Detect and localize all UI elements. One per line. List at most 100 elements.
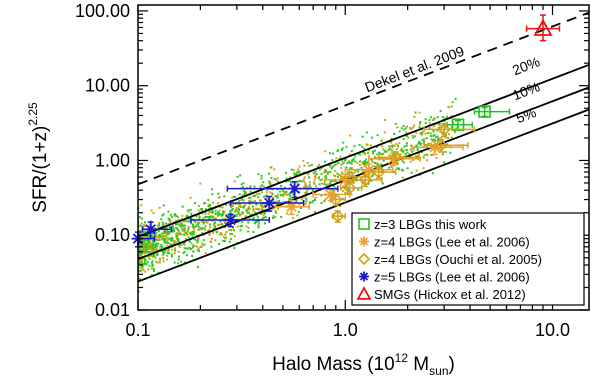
cloud-point — [192, 223, 194, 226]
cloud-point — [429, 135, 432, 137]
cloud-point — [258, 192, 261, 195]
cloud-point — [222, 239, 225, 242]
cloud-point — [189, 196, 192, 199]
cloud-point — [219, 220, 222, 223]
y-tick-label: 100.00 — [75, 1, 130, 21]
cloud-point — [141, 248, 144, 251]
cloud-point — [158, 261, 161, 264]
cloud-point — [430, 116, 432, 119]
cloud-point — [356, 170, 359, 173]
cloud-point — [177, 262, 180, 265]
cloud-point — [373, 149, 376, 152]
cloud-point — [411, 134, 414, 137]
cloud-point — [167, 242, 170, 245]
cloud-point — [335, 157, 338, 160]
cloud-point — [242, 211, 245, 214]
cloud-point — [324, 160, 327, 163]
cloud-point — [405, 144, 408, 147]
cloud-point — [297, 211, 300, 213]
cloud-point — [269, 191, 272, 194]
cloud-point — [329, 152, 331, 155]
cloud-point — [160, 218, 163, 221]
cloud-point — [140, 260, 143, 263]
cloud-point — [393, 132, 396, 135]
cloud-point — [147, 233, 150, 236]
cloud-point — [404, 127, 407, 130]
cloud-point — [145, 236, 148, 239]
cloud-point — [158, 206, 161, 209]
cloud-point — [247, 221, 250, 224]
cloud-point — [346, 162, 349, 165]
cloud-point — [173, 261, 176, 264]
cloud-point — [139, 269, 142, 272]
cloud-point — [158, 224, 160, 227]
cloud-point — [217, 224, 219, 227]
cloud-point — [257, 196, 260, 199]
cloud-point — [199, 246, 202, 249]
cloud-point — [308, 164, 311, 167]
cloud-point — [300, 180, 303, 183]
cloud-point — [298, 170, 301, 173]
cloud-point — [142, 247, 145, 250]
cloud-point — [198, 216, 201, 219]
cloud-point — [305, 192, 308, 195]
cloud-point — [320, 202, 323, 205]
cloud-point — [390, 137, 393, 140]
cloud-point — [243, 206, 246, 209]
data-point — [372, 165, 386, 179]
cloud-point — [268, 172, 270, 175]
cloud-point — [160, 237, 163, 240]
cloud-point — [189, 231, 192, 234]
cloud-point — [228, 240, 231, 243]
cloud-point — [400, 127, 403, 130]
cloud-point — [162, 235, 164, 238]
cloud-point — [249, 196, 252, 199]
cloud-point — [414, 145, 417, 148]
cloud-point — [229, 238, 232, 241]
cloud-point — [402, 161, 405, 164]
cloud-point — [436, 116, 439, 119]
cloud-point — [428, 119, 431, 122]
cloud-point — [159, 245, 162, 248]
cloud-point — [435, 157, 438, 159]
cloud-point — [331, 159, 334, 162]
cloud-point — [165, 244, 168, 247]
cloud-point — [351, 180, 354, 183]
cloud-point — [408, 153, 411, 156]
cloud-point — [292, 169, 295, 172]
cloud-point — [258, 222, 260, 225]
cloud-point — [263, 195, 266, 198]
cloud-point — [189, 209, 192, 211]
cloud-point — [197, 249, 199, 252]
cloud-point — [197, 223, 199, 226]
cloud-point — [396, 126, 399, 129]
cloud-point — [145, 248, 148, 250]
cloud-point — [412, 159, 415, 162]
cloud-point — [145, 250, 148, 253]
cloud-point — [378, 164, 381, 167]
cloud-point — [241, 213, 244, 216]
cloud-point — [334, 179, 337, 182]
cloud-point — [234, 210, 237, 213]
cloud-point — [367, 149, 370, 152]
cloud-point — [149, 241, 152, 244]
cloud-point — [211, 209, 214, 212]
cloud-point — [311, 201, 314, 204]
cloud-point — [361, 162, 364, 165]
cloud-point — [156, 253, 158, 256]
cloud-point — [428, 122, 431, 125]
cloud-point — [151, 236, 154, 239]
cloud-point — [172, 226, 175, 229]
cloud-point — [242, 186, 244, 189]
cloud-point — [404, 153, 407, 155]
cloud-point — [383, 131, 386, 134]
cloud-point — [241, 224, 244, 227]
cloud-point — [340, 149, 343, 151]
cloud-point — [233, 235, 236, 237]
cloud-point — [441, 115, 444, 118]
cloud-point — [451, 105, 453, 108]
legend-marker — [357, 252, 371, 266]
cloud-point — [204, 212, 207, 215]
cloud-point — [171, 255, 173, 258]
cloud-point — [400, 168, 403, 171]
